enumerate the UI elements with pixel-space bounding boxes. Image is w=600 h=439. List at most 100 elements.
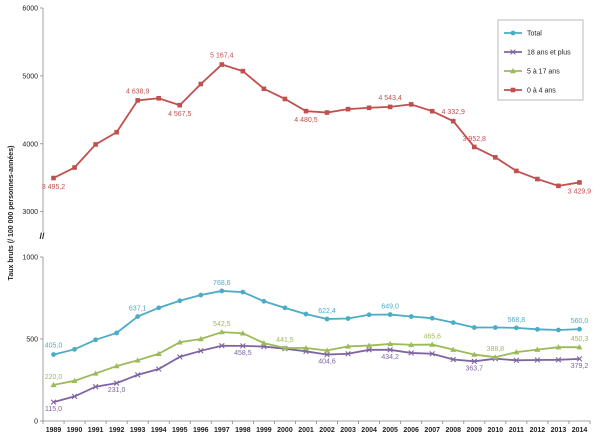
data-point — [261, 86, 267, 92]
y-tick-label: 3000 — [22, 209, 38, 216]
x-tick-label: 2008 — [445, 427, 461, 434]
data-point — [471, 358, 478, 365]
axes: // 3000 4000 5000 6000 0 500 1000 1989 1990 1991 19… — [22, 6, 591, 434]
data-point — [577, 326, 582, 332]
data-labels: 405,0 637,1 768,6 622,4 649,0 568,8 560,0 115,0… — [42, 53, 591, 414]
x-tick-label: 1997 — [214, 427, 230, 434]
data-point — [93, 142, 98, 147]
data-point — [514, 168, 519, 174]
data-point — [134, 372, 141, 378]
data-point — [324, 351, 330, 358]
data-point — [555, 357, 562, 363]
data-point — [345, 106, 351, 112]
data-label: 231,0 — [108, 387, 126, 394]
data-label: 3 429,9 — [568, 188, 591, 195]
data-label: 4 638,9 — [126, 88, 149, 95]
data-label: 4 543,4 — [378, 95, 401, 102]
data-point — [555, 344, 562, 350]
data-point — [387, 347, 393, 353]
data-point — [510, 30, 516, 36]
y-tick-label: 500 — [26, 337, 38, 344]
x-tick-label: 2003 — [340, 427, 356, 434]
y-tick-label: 0 — [34, 419, 38, 426]
x-tick-label: 2009 — [466, 427, 482, 434]
data-point — [408, 341, 415, 347]
data-point — [71, 377, 78, 384]
data-point — [240, 289, 246, 295]
data-point — [429, 108, 435, 114]
data-label: 465,6 — [423, 334, 441, 341]
y-tick-label: 5000 — [22, 73, 38, 80]
y-tick-label: 1000 — [22, 255, 38, 262]
data-point — [219, 342, 225, 349]
data-point — [576, 356, 583, 362]
data-label: 4 480,5 — [294, 117, 317, 124]
x-tick-label: 1994 — [151, 427, 167, 434]
data-point — [155, 350, 162, 356]
data-point — [177, 102, 183, 108]
data-point — [471, 144, 477, 150]
data-point — [510, 87, 516, 93]
data-label: 220,0 — [45, 374, 63, 381]
data-point — [177, 298, 183, 304]
series-line — [53, 344, 580, 404]
x-tick-label: 1999 — [256, 427, 272, 434]
data-point — [260, 340, 267, 346]
data-point — [535, 176, 540, 182]
x-tick-label: 2012 — [530, 427, 546, 434]
data-point — [50, 399, 57, 405]
x-tick-label: 2004 — [361, 427, 377, 434]
data-label: 649,0 — [381, 304, 399, 311]
series-5-à-17-ans — [50, 329, 583, 388]
data-label: 388,8 — [487, 346, 505, 353]
data-point — [408, 102, 414, 107]
data-label: 5 167,4 — [210, 53, 233, 60]
data-point — [218, 329, 225, 335]
data-point — [114, 330, 120, 336]
axis-break-mark: // — [39, 231, 45, 241]
x-tick-label: 2006 — [403, 427, 419, 434]
data-point — [303, 311, 309, 317]
data-point — [302, 345, 309, 351]
data-point — [197, 348, 204, 354]
data-point — [134, 357, 141, 363]
data-label: 404,6 — [318, 359, 336, 366]
x-tick-label: 2000 — [277, 427, 293, 434]
data-label: 4 332,9 — [442, 109, 465, 116]
data-label: 4 567,5 — [168, 111, 191, 118]
data-point — [366, 347, 372, 353]
data-point — [577, 180, 582, 185]
data-point — [281, 345, 288, 351]
data-label: 434,2 — [381, 354, 399, 361]
data-label: 363,7 — [466, 365, 484, 372]
y-tick-label: 6000 — [22, 6, 38, 13]
data-point — [219, 288, 225, 294]
data-point — [303, 108, 309, 114]
data-point — [92, 383, 99, 390]
data-point — [282, 305, 288, 311]
data-point — [492, 354, 499, 360]
data-point — [135, 98, 140, 103]
data-point — [450, 118, 456, 124]
data-point — [50, 381, 57, 388]
data-point — [176, 354, 183, 360]
data-point — [556, 183, 561, 189]
data-point — [345, 350, 351, 357]
data-point — [408, 350, 414, 356]
data-point — [450, 356, 457, 363]
data-point — [492, 325, 498, 330]
data-point — [387, 340, 394, 347]
x-tick-label: 2001 — [298, 427, 314, 434]
data-point — [556, 327, 561, 333]
data-point — [345, 343, 352, 349]
data-point — [135, 314, 141, 319]
data-point — [513, 357, 520, 364]
data-label: 450,3 — [571, 336, 589, 343]
data-point — [387, 312, 393, 317]
data-point — [510, 49, 516, 55]
data-point — [155, 366, 162, 372]
y-tick-label: 4000 — [22, 141, 38, 148]
data-point — [156, 305, 162, 311]
